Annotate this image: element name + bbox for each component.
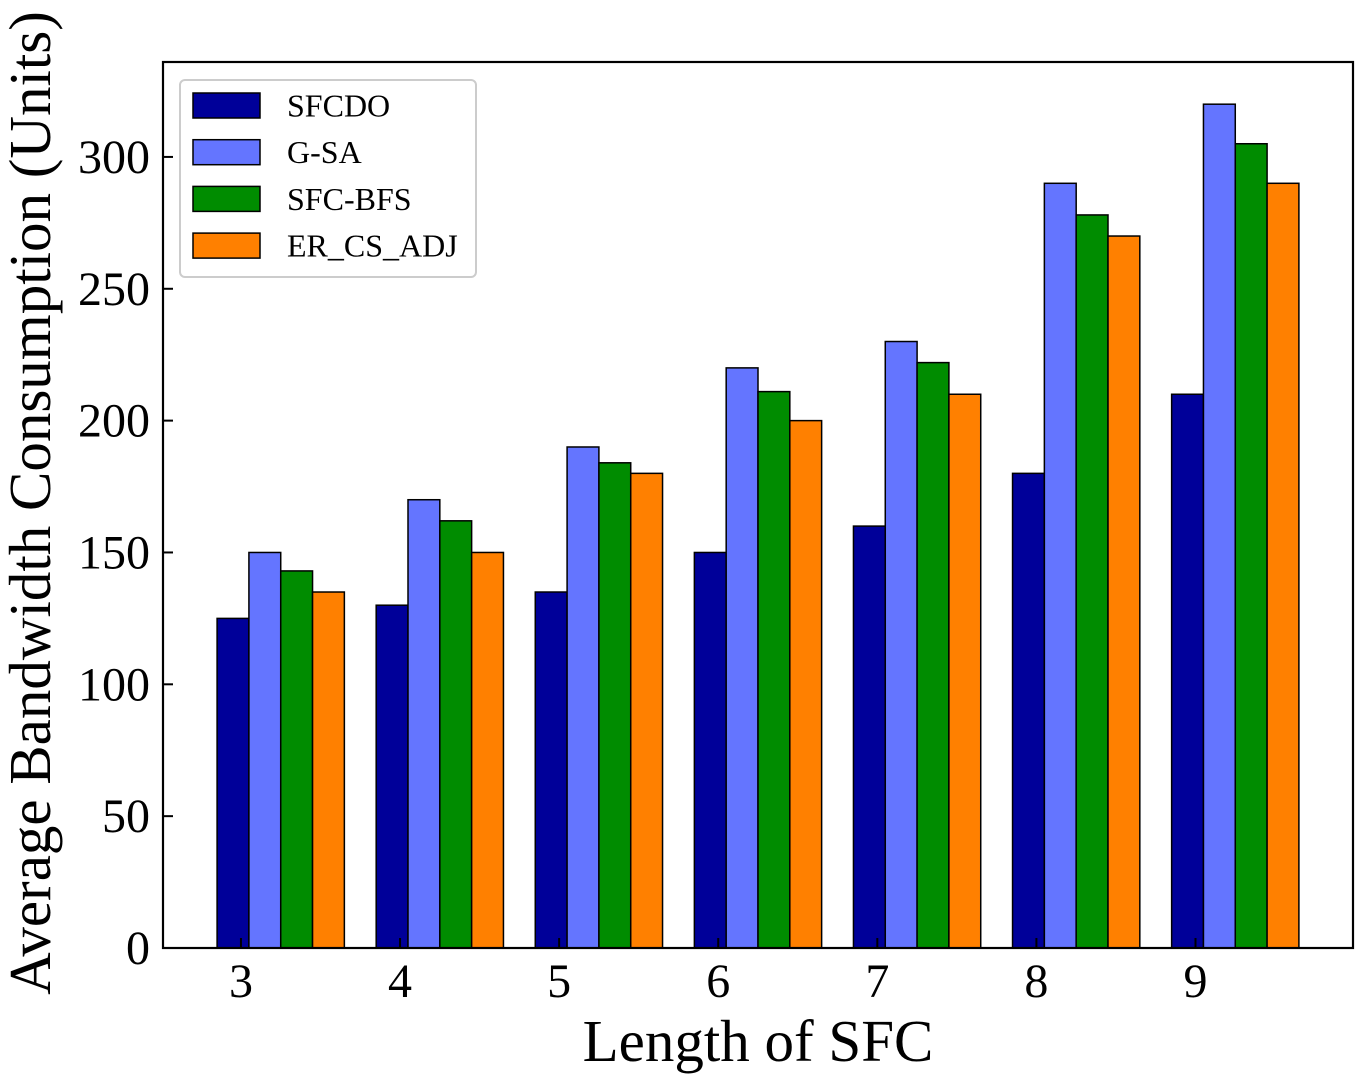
axes-frame — [161, 60, 1355, 950]
bar-sfcdo-4 — [375, 604, 409, 949]
bar-sfcdo-3 — [216, 617, 250, 949]
bar-sfcdo-9 — [1170, 393, 1205, 949]
bar-sfc-bfs-7 — [916, 361, 950, 949]
bar-er-cs-adj-5 — [629, 472, 664, 949]
bar-sfc-bfs-6 — [757, 390, 791, 949]
legend-label-sfcdo: SFCDO — [287, 88, 390, 124]
y-tick-label-100: 100 — [78, 658, 150, 711]
bar-er-cs-adj-9 — [1266, 182, 1300, 949]
bar-er-cs-adj-6 — [789, 419, 823, 949]
legend-swatch-er-cs-adj — [192, 232, 261, 259]
bar-g-sa-8 — [1043, 182, 1077, 949]
bar-g-sa-7 — [884, 340, 918, 949]
legend-frame — [179, 79, 477, 278]
bar-sfcdo-7 — [852, 525, 887, 949]
bar-sfcdo-8 — [1011, 472, 1046, 949]
bar-sfcdo-5 — [534, 591, 568, 949]
x-tick-label-5: 5 — [547, 955, 571, 1008]
bar-sfcdo-6 — [693, 551, 727, 949]
bar-sfc-bfs-5 — [598, 462, 632, 949]
bar-sfc-bfs-9 — [1234, 142, 1268, 949]
y-tick-label-150: 150 — [78, 526, 150, 579]
bar-er-cs-adj-8 — [1107, 235, 1141, 949]
bars-layer — [216, 103, 1300, 949]
bar-sfc-bfs-3 — [279, 570, 314, 949]
x-tick-label-8: 8 — [1024, 955, 1048, 1008]
y-tick-label-200: 200 — [78, 395, 150, 448]
x-tick-label-3: 3 — [229, 955, 253, 1008]
x-tick-label-7: 7 — [865, 955, 889, 1008]
legend-label-er-cs-adj: ER_CS_ADJ — [287, 228, 458, 264]
x-axis-label: Length of SFC — [583, 1008, 934, 1074]
bar-g-sa-4 — [407, 498, 441, 949]
legend: SFCDO G-SA SFC-BFS ER_CS_ADJ — [179, 79, 477, 278]
legend-swatch-sfcdo — [192, 92, 261, 119]
bar-g-sa-3 — [248, 551, 282, 949]
y-tick-label-50: 50 — [102, 790, 150, 843]
bar-er-cs-adj-4 — [470, 551, 505, 949]
y-tick-label-250: 250 — [78, 263, 150, 316]
legend-swatch-g-sa — [192, 138, 261, 166]
x-tick-label-6: 6 — [706, 955, 730, 1008]
bar-er-cs-adj-7 — [948, 393, 982, 949]
y-tick-label-0: 0 — [126, 922, 150, 975]
legend-swatch-sfc-bfs — [192, 185, 261, 213]
x-tick-label-4: 4 — [388, 955, 412, 1008]
y-tick-label-300: 300 — [78, 131, 150, 184]
bar-g-sa-9 — [1202, 103, 1237, 949]
bar-g-sa-6 — [725, 367, 759, 949]
legend-label-g-sa: G-SA — [287, 134, 362, 170]
bar-er-cs-adj-3 — [311, 591, 346, 949]
x-tick-label-9: 9 — [1184, 955, 1208, 1008]
bar-g-sa-5 — [566, 446, 600, 949]
legend-label-sfc-bfs: SFC-BFS — [287, 181, 412, 217]
axis-ticks: 0 50 100 150 200 250 300 3 4 5 6 7 8 9 — [78, 131, 1208, 1008]
bar-sfc-bfs-4 — [439, 520, 473, 949]
bar-sfc-bfs-8 — [1075, 214, 1109, 949]
y-axis-label: Average Bandwidth Consumption (Units) — [0, 11, 63, 995]
